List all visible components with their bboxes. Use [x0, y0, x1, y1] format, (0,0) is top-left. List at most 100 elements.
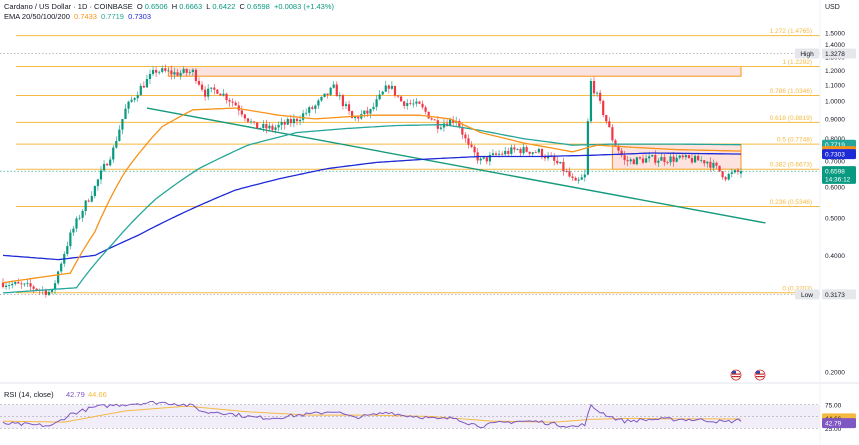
candle-body	[222, 93, 225, 96]
candle-body	[142, 85, 145, 88]
candle-body	[26, 283, 29, 284]
candle	[669, 153, 672, 166]
price-zone-0	[167, 65, 742, 77]
candle	[617, 143, 620, 154]
candle-body	[482, 157, 485, 159]
candle	[360, 110, 363, 120]
candle	[393, 85, 397, 98]
candle	[197, 77, 201, 87]
candle	[243, 113, 247, 122]
candle	[473, 145, 476, 157]
candle-body	[204, 89, 207, 97]
price-badges: High1.32780.77190.74330.73030.659814:36:…	[795, 48, 856, 300]
candle-body	[133, 98, 136, 100]
candle-body	[173, 72, 176, 75]
rsi-ma-line	[3, 405, 741, 423]
candle	[403, 100, 406, 110]
candle-body	[464, 134, 467, 139]
rsi-tick-label-0: 75.00	[825, 402, 842, 409]
candle-body	[387, 85, 390, 89]
candle	[602, 99, 605, 118]
rsi-label: RSI (14, close)	[4, 390, 54, 399]
candle-body	[697, 155, 700, 161]
candle	[396, 94, 400, 99]
candle-body	[130, 99, 133, 102]
candle-body	[580, 177, 583, 180]
candle-body	[736, 170, 740, 172]
candle	[173, 67, 176, 80]
y-tick-label-4: 1.1000	[825, 83, 845, 90]
candle	[170, 65, 173, 80]
candle-body	[375, 99, 378, 107]
candle-body	[20, 283, 23, 285]
candle	[130, 96, 133, 104]
low-value: 0.6422	[212, 2, 236, 11]
candle	[608, 117, 611, 128]
candle	[718, 165, 721, 173]
candle-body	[641, 158, 645, 163]
rsi-badge-value: 42.79	[825, 421, 842, 428]
candle-body	[115, 140, 118, 148]
candle	[387, 84, 390, 94]
candle	[666, 160, 669, 165]
candle-body	[727, 173, 730, 180]
candle	[599, 89, 602, 105]
candle-body	[164, 68, 167, 71]
candle-body	[197, 80, 201, 85]
candle	[347, 100, 351, 115]
candle-body	[234, 102, 237, 106]
candle-body	[329, 87, 332, 95]
candle-body	[295, 118, 299, 122]
candle	[690, 153, 694, 165]
candle-body	[305, 112, 308, 114]
candle	[574, 176, 577, 181]
flag-stripe	[732, 376, 740, 378]
candle-body	[75, 218, 78, 229]
candle-body	[292, 118, 296, 124]
candle-body	[491, 153, 495, 156]
candle	[693, 153, 697, 164]
y-tick-label-6: 0.9000	[825, 116, 845, 123]
candle	[482, 157, 485, 160]
candle	[721, 171, 724, 180]
candle	[715, 161, 718, 170]
candle	[317, 98, 320, 110]
candle	[323, 93, 326, 98]
rsi-line	[2, 400, 742, 429]
y-tick-label-7: 0.8000	[825, 136, 845, 143]
candle	[424, 105, 427, 115]
candle	[427, 111, 430, 119]
candle	[99, 166, 103, 185]
open-label: O	[136, 2, 143, 11]
candle	[4, 282, 8, 290]
candle	[525, 145, 528, 153]
candle	[26, 279, 29, 287]
candle-body	[528, 151, 531, 154]
candle-body	[430, 118, 433, 120]
candle-body	[44, 289, 47, 295]
candle-body	[458, 121, 461, 128]
candle-body	[614, 140, 617, 146]
candle	[69, 229, 72, 250]
y-tick-label-1: 1.4000	[825, 42, 845, 49]
candle	[286, 117, 289, 125]
candle-body	[8, 285, 11, 286]
fib-label-6: 0.236 (0.5346)	[770, 199, 812, 206]
candle-body	[231, 101, 234, 103]
candle-body	[479, 158, 482, 161]
y-tick-label-8: 0.7000	[825, 159, 845, 166]
candle-body	[724, 177, 727, 180]
candle	[700, 156, 703, 163]
candle-body	[393, 85, 397, 96]
candle	[326, 93, 329, 99]
candle	[271, 123, 274, 133]
candle-body	[519, 148, 522, 154]
candle	[268, 122, 271, 132]
candles	[1, 64, 743, 298]
candle-body	[684, 155, 687, 158]
candle-body	[4, 285, 8, 287]
candle	[409, 99, 412, 106]
candle	[84, 199, 87, 216]
candle	[363, 110, 366, 118]
